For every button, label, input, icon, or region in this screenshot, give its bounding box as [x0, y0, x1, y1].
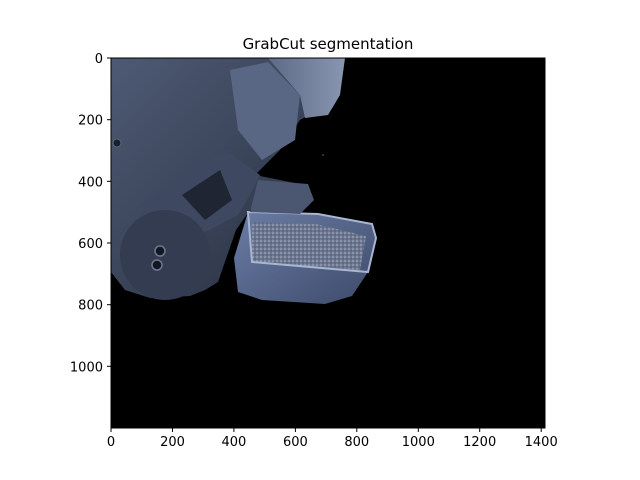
upper-block — [268, 58, 345, 118]
x-tick-label: 600 — [283, 435, 308, 450]
x-axis: 0 200 400 600 800 1000 1200 1400 — [107, 428, 558, 450]
x-tick-label: 0 — [107, 435, 115, 450]
y-tick-label: 200 — [78, 114, 103, 129]
segmentation-image — [111, 58, 545, 428]
plot-title: GrabCut segmentation — [243, 35, 414, 53]
y-tick-label: 800 — [78, 299, 103, 314]
tray-connector — [250, 180, 314, 214]
y-tick-label: 400 — [78, 175, 103, 190]
x-tick-label: 800 — [344, 435, 369, 450]
x-tick-label: 400 — [221, 435, 246, 450]
y-tick-label: 600 — [78, 237, 103, 252]
x-tick-label: 1000 — [402, 435, 435, 450]
y-tick-label: 1000 — [70, 360, 103, 375]
upper-block-shadow — [230, 62, 300, 160]
y-tick-label: 0 — [95, 52, 103, 67]
x-tick-label: 1400 — [525, 435, 558, 450]
stray-pixel — [322, 154, 324, 156]
bolt-1 — [154, 245, 166, 257]
tray-rim — [246, 210, 378, 274]
tray-granular-contents — [252, 222, 366, 270]
bolt-2 — [151, 259, 163, 271]
x-tick-label: 1200 — [463, 435, 496, 450]
bracket-cutout — [182, 170, 232, 220]
joint-disk — [120, 210, 210, 300]
y-axis: 0 200 400 600 800 1000 — [70, 52, 111, 375]
bolt-3 — [112, 138, 122, 148]
x-tick-label: 200 — [160, 435, 185, 450]
